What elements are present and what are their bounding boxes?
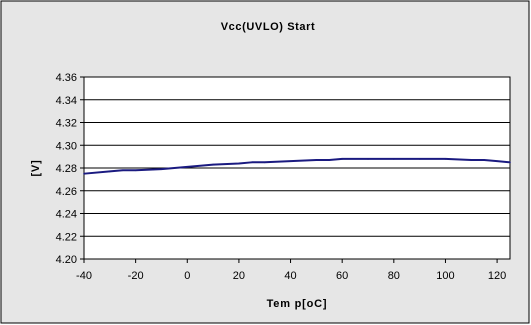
- chart-title: Vcc(UVLO) Start: [221, 21, 316, 33]
- series-layer: [83, 157, 511, 175]
- data-point: [109, 170, 111, 173]
- data-point: [444, 158, 447, 160]
- data-point: [470, 159, 473, 161]
- data-point: [483, 159, 485, 161]
- x-axis-title: Tem p[oC]: [267, 298, 328, 310]
- data-point: [238, 162, 240, 165]
- x-tick-label: 0: [184, 270, 190, 282]
- data-point: [121, 169, 124, 172]
- data-point: [341, 158, 343, 160]
- y-tick-label: 4.34: [56, 95, 77, 107]
- series-line: [83, 157, 511, 175]
- y-tick-label: 4.22: [56, 231, 77, 243]
- data-point: [251, 161, 253, 164]
- x-tick-label: 20: [233, 270, 245, 282]
- data-point: [496, 160, 498, 162]
- x-tick-label: 80: [388, 270, 400, 282]
- x-tick-label: 100: [436, 270, 454, 282]
- data-point: [160, 168, 163, 170]
- y-axis-ticks: 4.20 4.22 4.24 4.26 4.28 4.30 4.32 4.34 4.36: [56, 72, 84, 266]
- data-point: [289, 160, 292, 162]
- data-point: [367, 158, 369, 160]
- x-tick-label: 40: [284, 270, 296, 282]
- x-tick-label: -20: [128, 270, 144, 282]
- grid-lines: [84, 76, 510, 260]
- x-axis-ticks: -40 -20 0 20 40 60 80 100 120: [76, 259, 506, 282]
- y-axis-title: [V]: [30, 159, 42, 176]
- y-tick-label: 4.24: [56, 209, 77, 221]
- x-tick-label: 60: [336, 270, 348, 282]
- data-point: [263, 161, 266, 164]
- data-point: [328, 159, 331, 161]
- y-tick-label: 4.20: [56, 254, 77, 266]
- data-point: [83, 172, 85, 175]
- data-point: [186, 166, 189, 168]
- data-point: [134, 169, 137, 172]
- data-point: [212, 163, 214, 166]
- data-point: [418, 158, 421, 160]
- y-tick-label: 4.30: [56, 140, 77, 152]
- x-tick-label: -40: [76, 270, 92, 282]
- data-point: [509, 161, 511, 164]
- data-point: [393, 158, 395, 160]
- x-tick-label: 120: [488, 270, 506, 282]
- data-point: [315, 159, 318, 161]
- y-tick-label: 4.36: [56, 72, 77, 84]
- y-tick-label: 4.28: [56, 163, 77, 175]
- y-tick-label: 4.26: [56, 186, 77, 198]
- y-tick-label: 4.32: [56, 118, 77, 130]
